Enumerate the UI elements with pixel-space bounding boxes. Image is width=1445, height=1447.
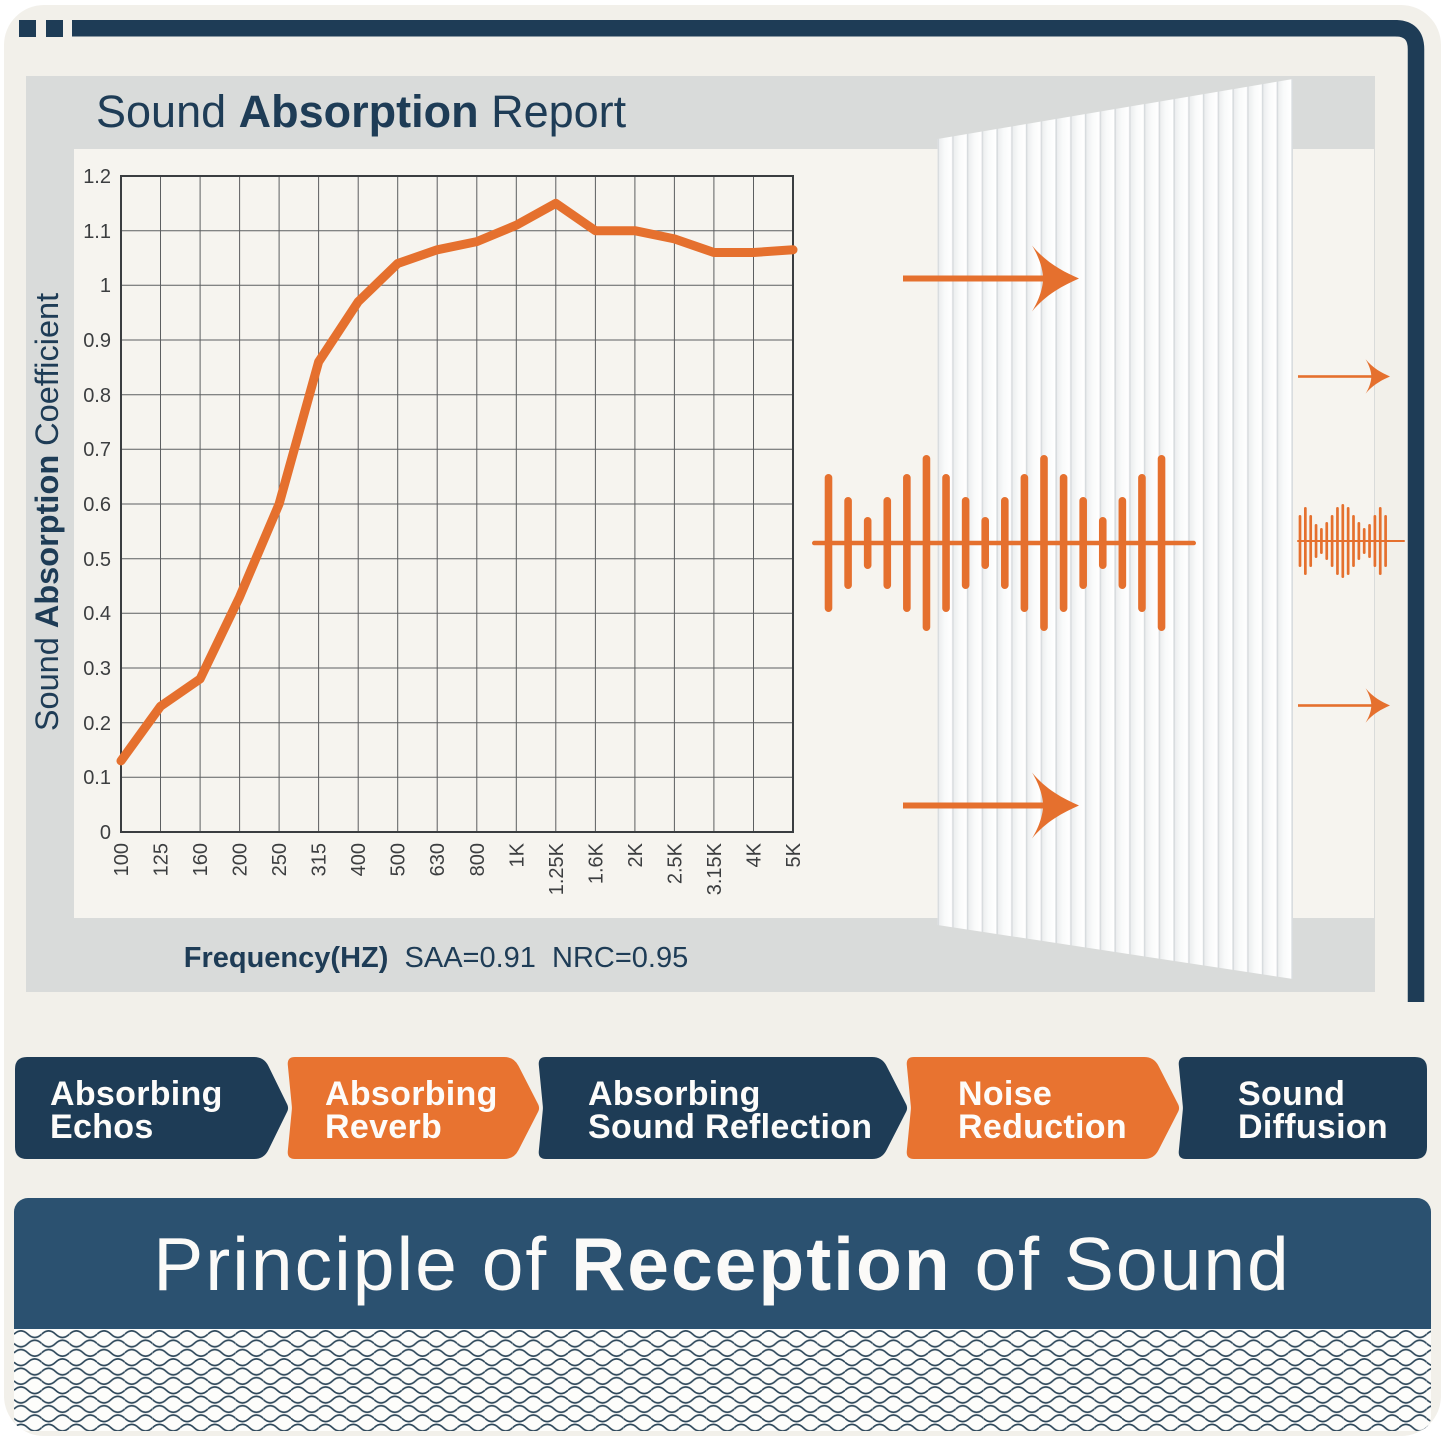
svg-text:5K: 5K bbox=[783, 842, 805, 867]
svg-text:1.25K: 1.25K bbox=[546, 842, 568, 895]
svg-text:Echos: Echos bbox=[50, 1108, 154, 1146]
svg-text:0.5: 0.5 bbox=[83, 549, 111, 571]
svg-text:200: 200 bbox=[230, 843, 252, 876]
svg-text:0.4: 0.4 bbox=[83, 603, 111, 625]
svg-text:0.2: 0.2 bbox=[83, 713, 111, 735]
svg-text:500: 500 bbox=[388, 843, 410, 876]
svg-text:800: 800 bbox=[467, 843, 489, 876]
svg-text:Sound Reflection: Sound Reflection bbox=[588, 1108, 872, 1146]
svg-text:Absorbing: Absorbing bbox=[325, 1075, 498, 1113]
svg-text:2K: 2K bbox=[625, 842, 647, 867]
svg-text:160: 160 bbox=[190, 843, 212, 876]
svg-text:315: 315 bbox=[309, 843, 331, 876]
svg-text:2.5K: 2.5K bbox=[664, 842, 686, 884]
svg-text:125: 125 bbox=[151, 843, 173, 876]
svg-text:Sound: Sound bbox=[1238, 1075, 1345, 1113]
svg-text:Sound Absorption Coefficient: Sound Absorption Coefficient bbox=[29, 293, 65, 731]
svg-text:100: 100 bbox=[111, 843, 133, 876]
svg-text:0.1: 0.1 bbox=[83, 767, 111, 789]
svg-text:1.2: 1.2 bbox=[83, 166, 111, 188]
svg-text:Reverb: Reverb bbox=[325, 1108, 442, 1146]
svg-text:1K: 1K bbox=[506, 842, 528, 867]
svg-text:Reduction: Reduction bbox=[958, 1108, 1127, 1146]
svg-text:0.7: 0.7 bbox=[83, 439, 111, 461]
svg-text:3.15K: 3.15K bbox=[704, 842, 726, 895]
svg-text:400: 400 bbox=[348, 843, 370, 876]
svg-text:0.9: 0.9 bbox=[83, 330, 111, 352]
svg-text:Noise: Noise bbox=[958, 1075, 1052, 1113]
svg-text:630: 630 bbox=[427, 843, 449, 876]
svg-text:0: 0 bbox=[100, 822, 111, 844]
svg-text:Sound Absorption Report: Sound Absorption Report bbox=[96, 86, 627, 137]
svg-text:250: 250 bbox=[269, 843, 291, 876]
svg-text:1: 1 bbox=[100, 275, 111, 297]
svg-text:Diffusion: Diffusion bbox=[1238, 1108, 1388, 1146]
svg-text:Absorbing: Absorbing bbox=[588, 1075, 761, 1113]
svg-text:Principle of Reception of Soun: Principle of Reception of Sound bbox=[153, 1222, 1291, 1306]
svg-text:4K: 4K bbox=[744, 842, 766, 867]
svg-text:0.8: 0.8 bbox=[83, 385, 111, 407]
svg-text:Frequency(HZ) SAA=0.91 NRC=0: Frequency(HZ) SAA=0.91 NRC=0.95 bbox=[184, 942, 688, 974]
svg-text:0.6: 0.6 bbox=[83, 494, 111, 516]
svg-text:0.3: 0.3 bbox=[83, 658, 111, 680]
svg-text:1.1: 1.1 bbox=[83, 221, 111, 243]
svg-text:Absorbing: Absorbing bbox=[50, 1075, 223, 1113]
svg-text:1.6K: 1.6K bbox=[585, 842, 607, 884]
